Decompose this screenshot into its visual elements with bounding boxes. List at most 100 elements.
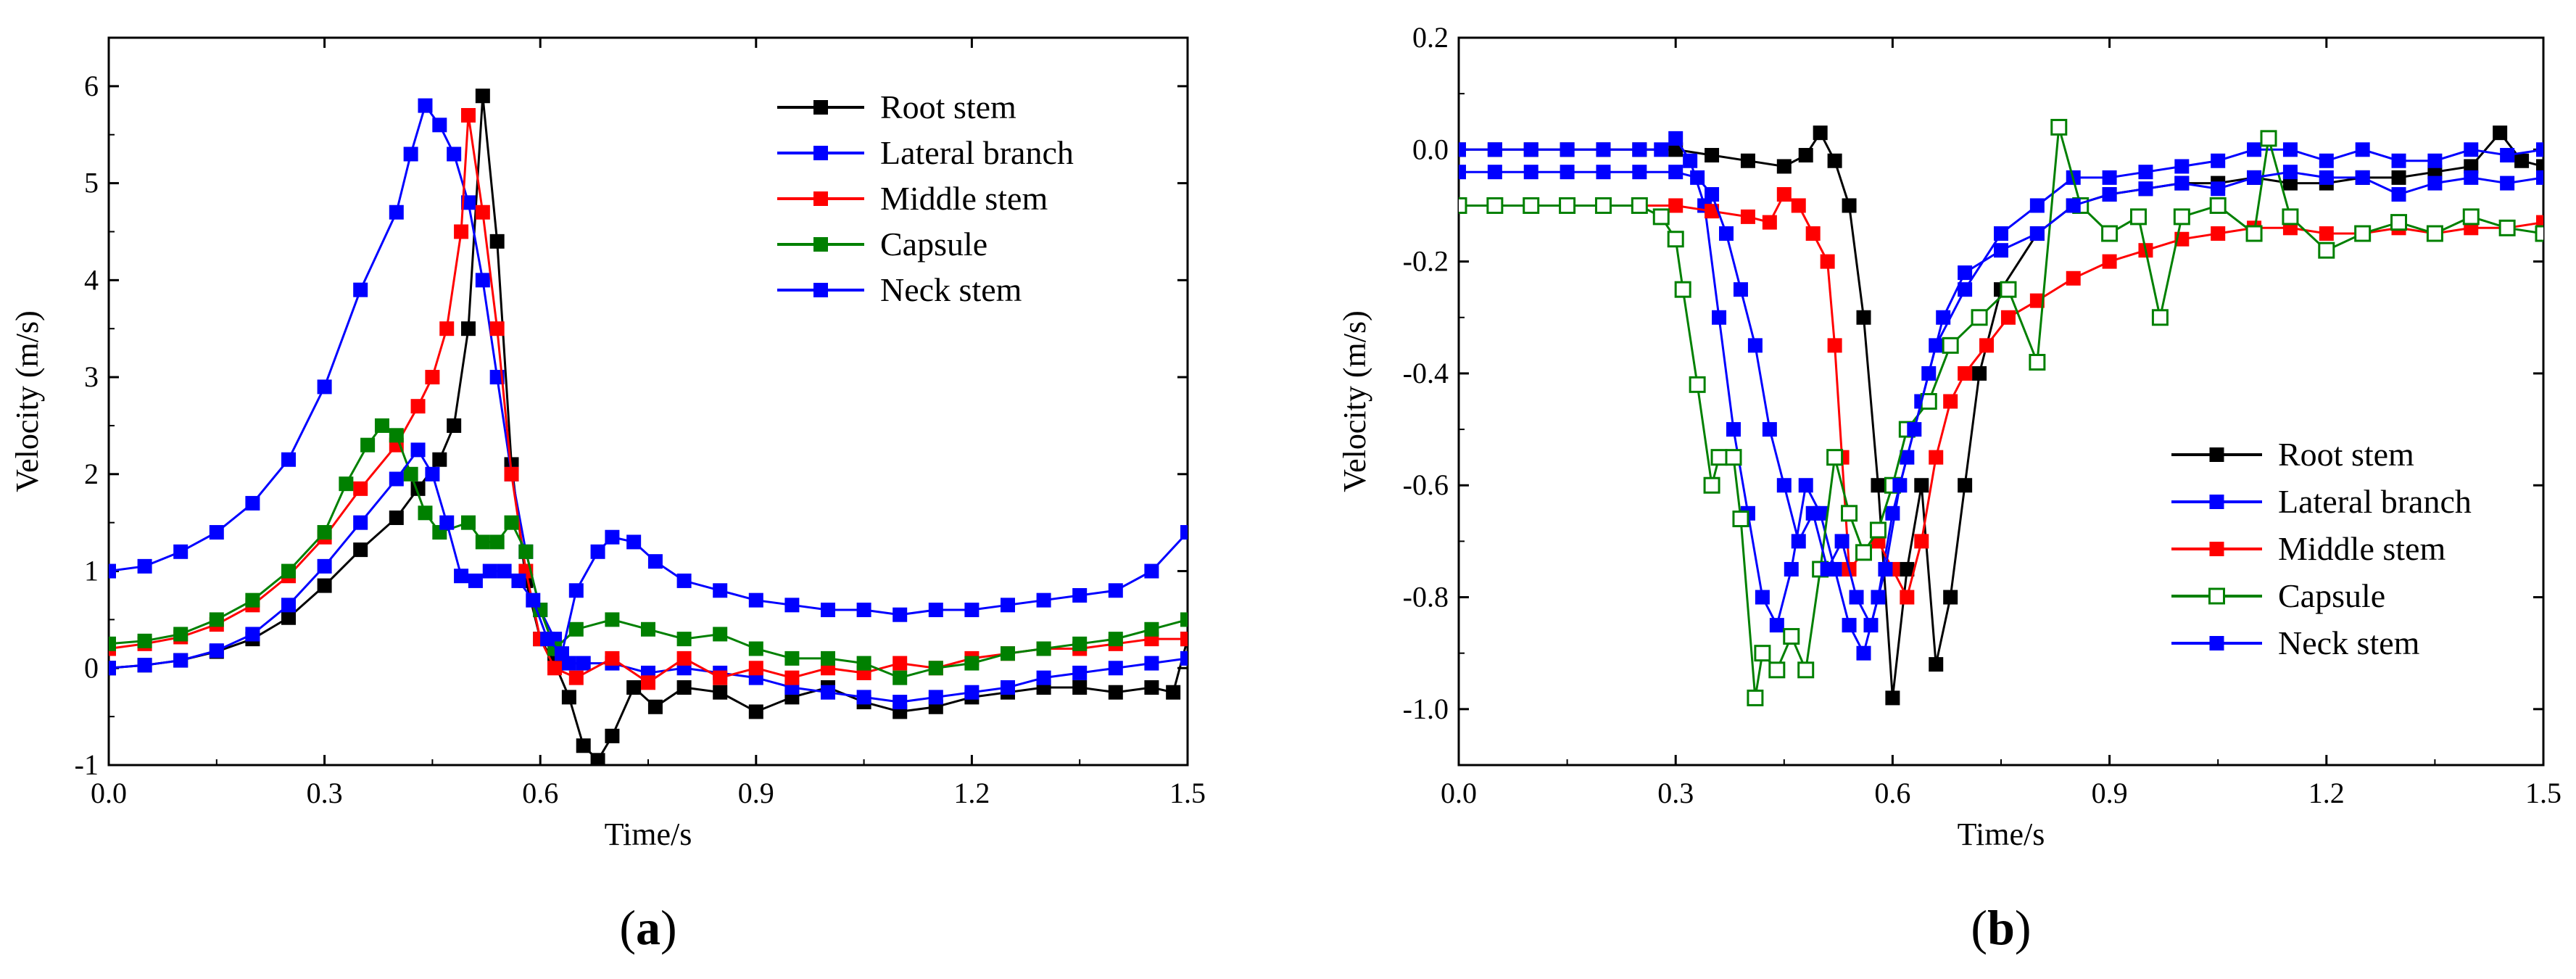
y-tick-label: -0.8 xyxy=(1403,581,1449,614)
data-point-capsule xyxy=(2282,208,2299,226)
data-point-capsule xyxy=(1036,641,1051,656)
data-point-neck-stem xyxy=(1834,534,1850,549)
data-point-neck-stem xyxy=(1907,422,1922,437)
data-point-lateral-branch xyxy=(1683,153,1698,168)
series-line-capsule xyxy=(109,424,1188,679)
panel-label: (b) xyxy=(1971,900,2031,955)
x-tick-label: 1.2 xyxy=(953,777,990,809)
data-point-capsule xyxy=(173,627,189,642)
data-point-lateral-branch xyxy=(1726,422,1741,437)
data-point-lateral-branch xyxy=(475,273,490,288)
data-point-capsule xyxy=(1631,197,1648,214)
data-point-capsule xyxy=(374,418,389,433)
legend: Root stem Lateral branch Middle stem Capsul… xyxy=(777,88,1074,308)
data-point-middle-stem xyxy=(713,670,728,685)
data-point-capsule xyxy=(748,641,763,656)
data-point-neck-stem xyxy=(173,653,189,668)
data-point-capsule xyxy=(518,544,534,559)
data-point-neck-stem xyxy=(1805,505,1821,521)
data-point-root-stem xyxy=(713,685,728,700)
data-point-neck-stem xyxy=(1072,587,1088,603)
y-tick-label: -0.6 xyxy=(1403,468,1449,501)
data-point-neck-stem xyxy=(1921,365,1937,381)
y-tick-label: 0.0 xyxy=(1412,133,1449,165)
data-point-root-stem xyxy=(576,738,591,753)
data-point-neck-stem xyxy=(2282,165,2298,180)
data-point-neck-stem xyxy=(1668,165,1683,180)
data-point-middle-stem xyxy=(1776,187,1792,202)
data-point-lateral-branch xyxy=(1001,680,1015,695)
legend-label: Capsule xyxy=(2278,577,2385,614)
data-point-capsule xyxy=(389,428,404,443)
data-point-capsule xyxy=(1594,197,1612,214)
legend-label: Lateral branch xyxy=(2278,483,2472,520)
data-point-neck-stem xyxy=(1144,563,1159,579)
data-point-root-stem xyxy=(1705,148,1720,163)
data-point-capsule xyxy=(339,476,354,492)
data-point-capsule xyxy=(1754,645,1771,662)
data-point-lateral-branch xyxy=(2102,170,2117,185)
data-point-capsule xyxy=(1869,521,1887,539)
data-point-root-stem xyxy=(1914,478,1929,493)
data-point-lateral-branch xyxy=(1108,661,1123,676)
data-point-neck-stem xyxy=(137,658,152,673)
data-point-lateral-branch xyxy=(403,146,418,162)
data-point-neck-stem xyxy=(1878,561,1893,577)
data-point-root-stem xyxy=(317,578,332,593)
data-point-neck-stem xyxy=(1863,618,1879,633)
data-point-root-stem xyxy=(475,88,490,104)
data-point-capsule xyxy=(1797,661,1815,679)
data-point-neck-stem xyxy=(245,627,260,642)
data-point-lateral-branch xyxy=(2282,142,2298,157)
x-tick-label: 1.5 xyxy=(2525,777,2561,809)
data-point-capsule xyxy=(2129,208,2147,226)
data-point-capsule xyxy=(2000,281,2017,298)
x-tick-label: 1.5 xyxy=(1169,777,1206,809)
data-point-neck-stem xyxy=(893,607,908,622)
data-point-root-stem xyxy=(432,452,447,467)
data-point-middle-stem xyxy=(1668,198,1683,213)
data-point-middle-stem xyxy=(1820,254,1835,269)
data-point-neck-stem xyxy=(454,569,469,584)
data-point-middle-stem xyxy=(425,370,440,385)
data-point-capsule xyxy=(2029,353,2046,371)
data-point-neck-stem xyxy=(1632,165,1647,180)
data-point-neck-stem xyxy=(856,603,871,618)
data-point-capsule xyxy=(568,621,584,637)
data-point-neck-stem xyxy=(425,466,440,482)
data-point-neck-stem xyxy=(821,603,835,618)
data-point-lateral-branch xyxy=(1654,142,1669,157)
data-point-neck-stem xyxy=(468,573,483,588)
data-point-neck-stem xyxy=(2029,226,2045,241)
legend-marker xyxy=(2209,495,2224,509)
legend-marker xyxy=(2209,636,2224,650)
data-point-lateral-branch xyxy=(173,544,189,559)
chart-panel-a: 0.0 0.3 0.6 0.9 1.2 1.5 -1 0 1 2 3 4 5 6 Time/s Velocit… xyxy=(9,36,1206,955)
data-point-lateral-branch xyxy=(1459,142,1466,157)
series-layer xyxy=(109,88,1188,765)
legend-marker xyxy=(2208,587,2225,605)
data-point-lateral-branch xyxy=(1885,505,1900,521)
legend-label: Neck stem xyxy=(2278,624,2420,661)
data-point-capsule xyxy=(2173,208,2190,226)
data-point-neck-stem xyxy=(1036,592,1051,608)
y-tick-label: 2 xyxy=(84,458,99,490)
data-point-middle-stem xyxy=(2102,254,2117,269)
data-point-capsule xyxy=(1826,449,1844,466)
data-point-middle-stem xyxy=(605,650,620,666)
data-point-lateral-branch xyxy=(1596,142,1611,157)
x-tick-label: 0.9 xyxy=(2092,777,2128,809)
data-point-lateral-branch xyxy=(418,98,433,113)
legend-label: Capsule xyxy=(880,226,987,263)
data-point-root-stem xyxy=(1813,125,1828,141)
data-point-capsule xyxy=(2209,197,2227,214)
data-point-root-stem xyxy=(676,680,692,695)
series-line-root-stem xyxy=(1459,131,2543,698)
data-point-neck-stem xyxy=(626,534,642,550)
data-point-lateral-branch xyxy=(1668,131,1683,146)
data-point-root-stem xyxy=(748,704,763,719)
data-point-capsule xyxy=(641,621,655,637)
data-point-neck-stem xyxy=(1958,265,1973,281)
x-tick-label: 0.6 xyxy=(1874,777,1910,809)
